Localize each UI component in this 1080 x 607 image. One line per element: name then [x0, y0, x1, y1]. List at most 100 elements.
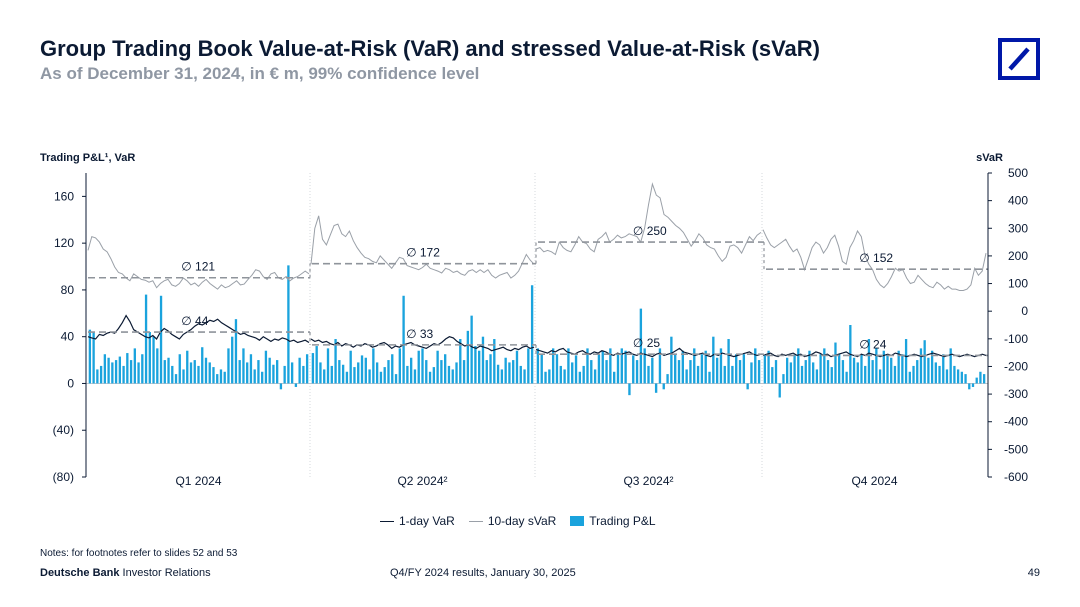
pnl-bar [754, 348, 757, 384]
pnl-bar [375, 362, 379, 384]
pnl-bar [930, 350, 934, 384]
var-avg-label-q2: ∅ 33 [406, 327, 433, 341]
pnl-bar [975, 377, 978, 384]
pnl-bar [302, 365, 305, 384]
legend-svar-swatch [468, 520, 483, 522]
chart-legend: 1-day VaR 10-day sVaR Trading P&L [380, 514, 656, 528]
pnl-bar [383, 367, 386, 384]
page-subtitle: As of December 31, 2024, in € m, 99% con… [40, 64, 480, 83]
pnl-bar [823, 348, 826, 384]
pnl-bar [223, 371, 226, 384]
pnl-bar [938, 365, 941, 384]
pnl-bar [88, 329, 92, 384]
right-tick-label: -200 [1004, 359, 1028, 373]
pnl-bar [186, 350, 189, 384]
pnl-bar [708, 371, 711, 384]
pnl-bar [478, 350, 481, 384]
pnl-bar [163, 360, 166, 384]
pnl-bar [643, 348, 646, 384]
pnl-bar [771, 367, 774, 384]
pnl-bar [159, 295, 163, 384]
pnl-bar [897, 350, 900, 384]
pnl-bar [782, 374, 785, 384]
right-tick-label: -100 [1004, 332, 1028, 346]
pnl-bar [455, 362, 458, 384]
pnl-bar [628, 383, 631, 396]
pnl-bar [114, 360, 118, 384]
pnl-bar [379, 371, 383, 384]
left-tick-label: 120 [54, 236, 74, 250]
right-tick-label: -500 [1004, 442, 1028, 456]
pnl-bar [133, 348, 136, 384]
svar-line-q1 [87, 235, 310, 290]
pnl-bar [481, 336, 485, 384]
svar-avg-label-q4: ∅ 152 [859, 251, 893, 265]
pnl-bar [231, 336, 234, 384]
pnl-bar [440, 360, 443, 384]
pnl-bar [451, 369, 454, 384]
pnl-bar [485, 360, 488, 384]
pnl-bar [878, 369, 882, 384]
pnl-bar [613, 371, 616, 384]
quarter-label-q1: Q1 2024 [175, 474, 221, 488]
pnl-bar [571, 362, 574, 384]
pnl-bar [942, 354, 945, 384]
pnl-bar [971, 383, 975, 387]
pnl-bar [559, 365, 562, 384]
pnl-bar [238, 360, 241, 384]
pnl-bar [444, 354, 447, 384]
pnl-bar [860, 354, 863, 384]
pnl-bar [391, 354, 394, 384]
quarter-label-q2: Q2 2024² [397, 474, 447, 488]
pnl-bar [338, 360, 341, 384]
pnl-bar [670, 336, 673, 384]
pnl-bar [96, 369, 99, 384]
right-axis-label: sVaR [976, 152, 1003, 164]
pnl-bar [979, 371, 982, 384]
pnl-bar [685, 369, 688, 384]
legend-item-pnl: Trading P&L [570, 514, 656, 528]
pnl-bar [398, 348, 401, 384]
pnl-bar [789, 362, 793, 384]
right-tick-label: 500 [1008, 166, 1028, 180]
pnl-bar [311, 353, 315, 384]
pnl-bar [417, 350, 420, 384]
pnl-bar [763, 355, 767, 384]
legend-item-svar: 10-day sVaR [468, 514, 556, 528]
pnl-bar [689, 360, 692, 384]
pnl-bar [272, 364, 275, 384]
pnl-bar [677, 360, 681, 384]
pnl-bar [654, 383, 658, 393]
pnl-bar [319, 362, 322, 384]
pnl-bar [234, 319, 238, 384]
pnl-bar [786, 357, 789, 384]
pnl-bar [856, 362, 859, 384]
pnl-bar [261, 371, 264, 384]
pnl-bar [323, 369, 326, 384]
pnl-bar [609, 348, 612, 384]
pnl-bar [555, 354, 559, 384]
pnl-bar [774, 360, 778, 384]
footer-brand-bold: Deutsche Bank [40, 567, 120, 579]
pnl-bar [530, 285, 534, 384]
svar-avg-label-q1: ∅ 121 [181, 260, 215, 274]
pnl-bar [838, 354, 841, 384]
pnl-bar [567, 348, 570, 384]
pnl-bar [735, 354, 738, 384]
pnl-bar [402, 295, 405, 384]
right-tick-label: 300 [1008, 221, 1028, 235]
pnl-bar [893, 365, 897, 384]
svar-line-q2 [310, 215, 535, 279]
left-tick-label: (80) [53, 470, 74, 484]
pnl-bar [447, 365, 451, 384]
pnl-bar [620, 348, 623, 384]
pnl-bar [242, 348, 245, 384]
pnl-bar [808, 350, 811, 384]
pnl-bar [624, 350, 627, 384]
pnl-bar [742, 354, 746, 384]
left-tick-label: 80 [61, 283, 75, 297]
pnl-bar [118, 356, 121, 384]
pnl-bar [882, 350, 885, 384]
pnl-bar [597, 354, 601, 384]
